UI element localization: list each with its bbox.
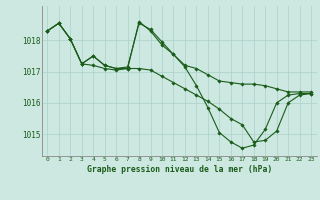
X-axis label: Graphe pression niveau de la mer (hPa): Graphe pression niveau de la mer (hPa) [87, 165, 272, 174]
